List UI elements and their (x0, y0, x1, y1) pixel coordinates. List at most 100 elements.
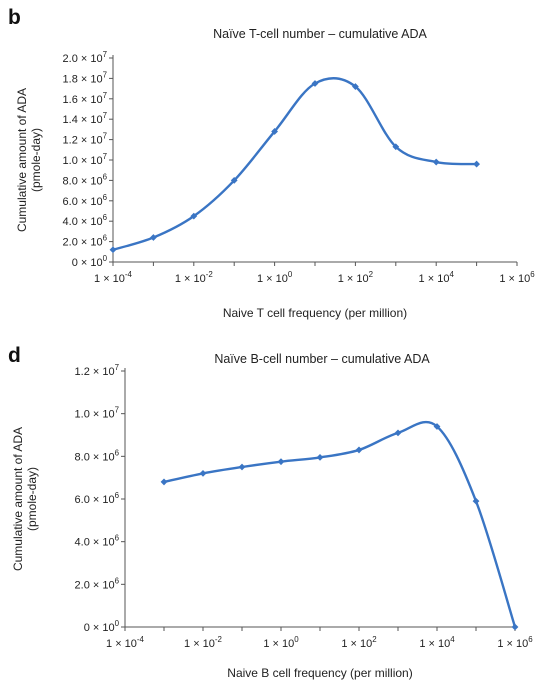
chart-b-y-tick-label-exponent: 6 (103, 234, 108, 243)
chart-b-x-tick-label: 1 × 10-4 (94, 270, 133, 285)
chart-b-y-tick-label: 2.0 × 106 (63, 234, 108, 249)
chart-b-x-tick-label-mantissa: 1 × 10 (499, 273, 530, 285)
panel-label-d: d (8, 344, 21, 367)
chart-b-x-tick-label-exponent: 2 (369, 270, 373, 279)
chart-d-data-point (472, 497, 480, 505)
chart-d-x-axis-label: Naive B cell frequency (per million) (227, 666, 412, 680)
chart-d-y-tick-label-exponent: 6 (115, 491, 120, 500)
chart-d-x-tick-label-mantissa: 1 × 10 (497, 638, 528, 650)
chart-d-y-tick-label-exponent: 6 (115, 534, 120, 543)
chart-b-data-point (352, 83, 359, 90)
chart-b-y-tick-label: 2.0 × 107 (63, 50, 107, 65)
chart-d-y-tick-label-exponent: 6 (115, 576, 120, 585)
chart-b-y-tick-label-mantissa: 1.2 × 10 (63, 135, 103, 147)
chart-b-y-tick-label-exponent: 6 (103, 193, 108, 202)
chart-panel-b: b Naïve T-cell number – cumulative ADA 0 … (0, 0, 538, 330)
chart-b-y-tick-label-exponent: 6 (103, 172, 108, 181)
chart-d-data-point (433, 423, 441, 430)
chart-b-y-tick-label-exponent: 0 (103, 254, 108, 263)
chart-b-x-tick-label-mantissa: 1 × 10 (175, 273, 206, 285)
chart-b-y-tick-label-exponent: 7 (103, 70, 107, 79)
chart-d-x-tick-label: 1 × 106 (497, 635, 533, 650)
chart-d-y-tick-label-exponent: 7 (115, 363, 119, 372)
chart-d-y-tick-label: 4.0 × 106 (75, 534, 120, 549)
chart-b-y-tick-label-exponent: 7 (103, 50, 107, 59)
chart-b-x-tick-label-mantissa: 1 × 10 (257, 273, 288, 285)
chart-b-y-tick-label-mantissa: 2.0 × 10 (63, 237, 103, 249)
chart-d-y-tick-label-mantissa: 2.0 × 10 (75, 579, 115, 591)
chart-b-y-tick-label-mantissa: 6.0 × 10 (63, 196, 103, 208)
chart-b-x-tick-label-exponent: -4 (125, 270, 133, 279)
chart-d-y-tick-label: 1.0 × 107 (75, 406, 119, 421)
chart-b-x-tick-label-mantissa: 1 × 10 (338, 273, 369, 285)
chart-b-y-tick-label: 4.0 × 106 (63, 213, 108, 228)
chart-b-y-tick-label: 0 × 100 (72, 254, 108, 269)
chart-d-x-tick-label-exponent: -4 (137, 635, 145, 644)
chart-d-data-point (238, 463, 246, 471)
chart-d-y-tick-label: 0 × 100 (84, 619, 120, 634)
chart-b-data-point (150, 234, 157, 241)
chart-b-y-tick-label: 1.6 × 107 (63, 91, 107, 106)
chart-b-data-point (271, 128, 278, 135)
chart-d-series-line (163, 420, 517, 628)
chart-b-x-tick-label-exponent: 4 (449, 270, 454, 279)
chart-b-x-axis-label: Naive T cell frequency (per million) (223, 306, 407, 320)
chart-b-y-tick-label-exponent: 6 (103, 213, 108, 222)
chart-d-x-tick-label-mantissa: 1 × 10 (263, 638, 294, 650)
chart-b-data-point (109, 246, 117, 254)
chart-b-x-tick-label: 1 × 10-2 (175, 270, 213, 285)
chart-b-data-point (230, 177, 238, 184)
chart-b-x-tick-label: 1 × 100 (257, 270, 293, 285)
chart-d-y-tick-label-mantissa: 0 × 10 (84, 622, 115, 634)
chart-d-x-tick-label: 1 × 100 (263, 635, 299, 650)
chart-b-y-tick-label-mantissa: 1.0 × 10 (63, 155, 103, 167)
chart-d-title: Naïve B-cell number – cumulative ADA (214, 352, 430, 366)
chart-b-y-tick-label-mantissa: 1.4 × 10 (63, 114, 103, 126)
chart-d-x-tick-label-mantissa: 1 × 10 (419, 638, 450, 650)
chart-b-data-point (473, 160, 480, 168)
chart-b-x-tick-label: 1 × 106 (499, 270, 535, 285)
chart-d-data-point (160, 478, 168, 486)
chart-b-y-tick-label: 1.0 × 107 (63, 152, 107, 167)
chart-d-y-axis-label: (pmole-day) (25, 467, 39, 531)
chart-d-x-tick-label-exponent: 4 (450, 635, 455, 644)
chart-b-series-line (112, 77, 477, 251)
chart-d-x-tick-label-exponent: 2 (372, 635, 376, 644)
chart-b-y-tick-label-exponent: 7 (103, 111, 107, 120)
chart-b-title: Naïve T-cell number – cumulative ADA (213, 27, 427, 41)
chart-d-data-point (277, 458, 285, 466)
chart-b-x-tick-label: 1 × 104 (419, 270, 455, 285)
chart-b-data-point (392, 143, 400, 151)
chart-b-data-point (311, 80, 319, 87)
chart-b-x-tick-label-mantissa: 1 × 10 (419, 273, 450, 285)
chart-d-x-tick-label-exponent: 0 (294, 635, 299, 644)
chart-d-y-tick-label-mantissa: 4.0 × 10 (75, 537, 115, 549)
chart-d-y-tick-label: 8.0 × 106 (75, 448, 120, 463)
chart-b-y-tick-label-mantissa: 1.8 × 10 (63, 73, 103, 85)
chart-d-y-tick-label-mantissa: 6.0 × 10 (75, 494, 115, 506)
chart-d-data-point (316, 454, 324, 461)
chart-b-y-tick-label: 1.2 × 107 (63, 132, 107, 147)
chart-d-y-tick-label-exponent: 0 (115, 619, 120, 628)
chart-d-x-tick-label-mantissa: 1 × 10 (184, 638, 215, 650)
chart-b-y-tick-label-exponent: 7 (103, 91, 107, 100)
panel-label-b: b (8, 6, 21, 29)
chart-b-y-tick-label-mantissa: 8.0 × 10 (63, 175, 103, 187)
chart-d-x-tick-label-exponent: 6 (528, 635, 533, 644)
chart-b-y-tick-label: 1.8 × 107 (63, 70, 107, 85)
chart-b-x-tick-label-exponent: 0 (288, 270, 293, 279)
chart-b-y-axis-label: (pmole-day) (29, 128, 43, 192)
chart-d-y-tick-label-mantissa: 1.0 × 10 (75, 409, 115, 421)
chart-d-y-tick-label: 1.2 × 107 (75, 363, 119, 378)
chart-d-x-tick-label-mantissa: 1 × 10 (341, 638, 372, 650)
chart-d-y-tick-label-exponent: 7 (115, 406, 119, 415)
chart-d-x-tick-label-mantissa: 1 × 10 (106, 638, 137, 650)
chart-b-svg: Naïve T-cell number – cumulative ADA 0 × … (15, 27, 535, 320)
chart-d-y-tick-label-exponent: 6 (115, 448, 120, 457)
chart-d-x-tick-label: 1 × 102 (341, 635, 376, 650)
chart-b-y-tick-label-exponent: 7 (103, 132, 107, 141)
chart-d-x-tick-label: 1 × 10-4 (106, 635, 145, 650)
chart-b-x-tick-label-exponent: -2 (206, 270, 213, 279)
chart-panel-d: d Naïve B-cell number – cumulative ADA 0 … (0, 338, 538, 681)
chart-b-x-tick-label-mantissa: 1 × 10 (94, 273, 125, 285)
